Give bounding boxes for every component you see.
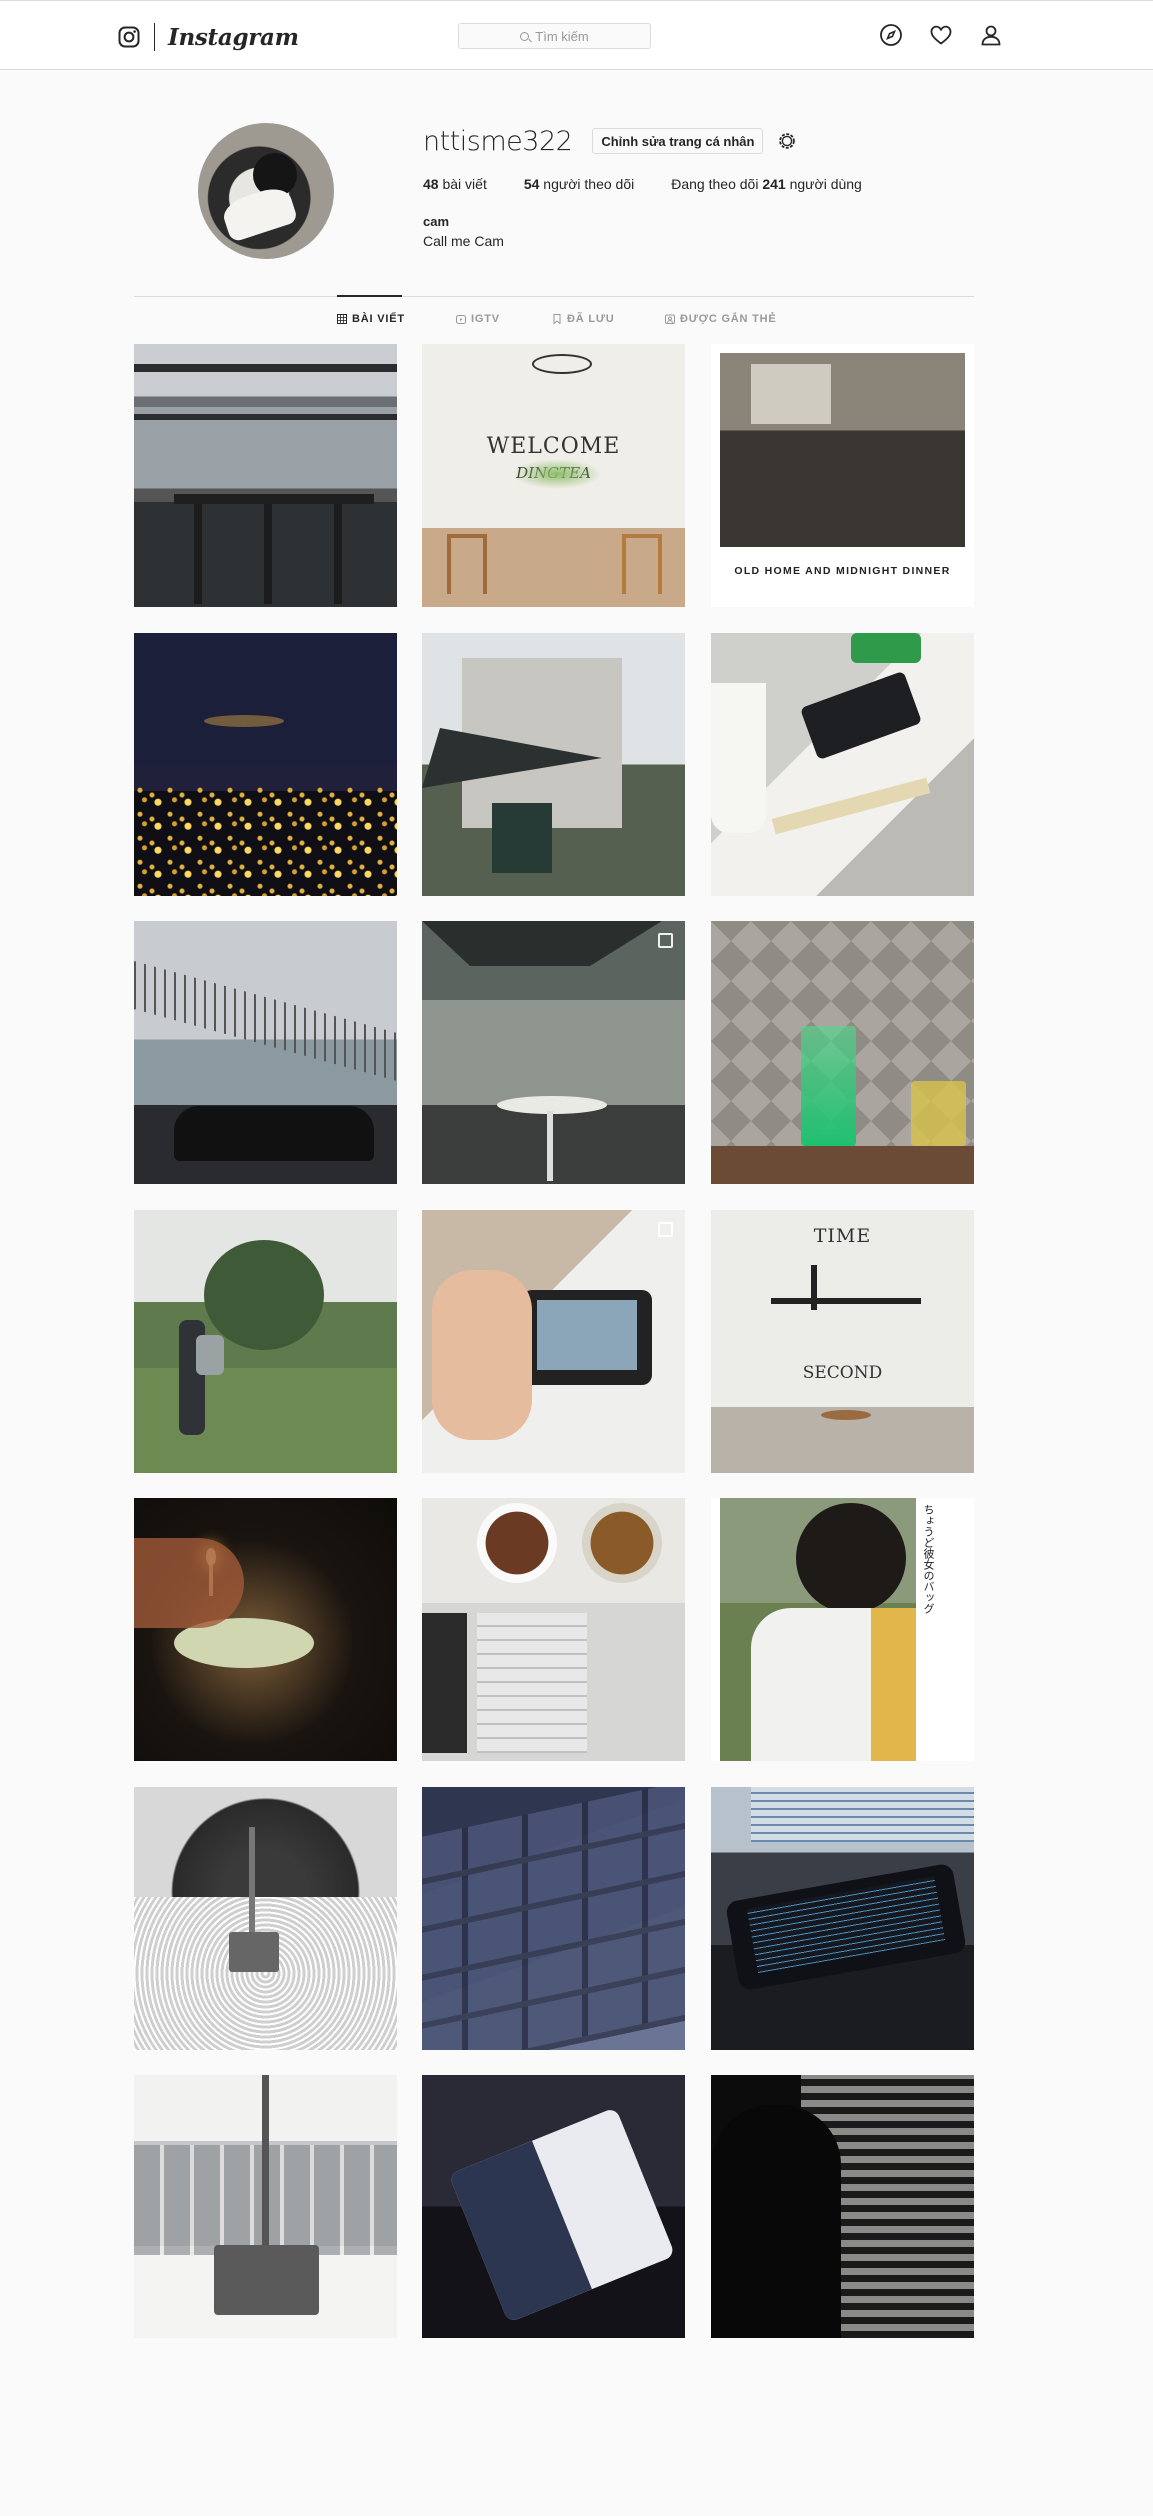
edit-profile-button[interactable]: Chỉnh sửa trang cá nhân: [592, 128, 764, 154]
post-tile-building-umbrellas[interactable]: [422, 633, 685, 896]
bookmark-icon: [553, 314, 561, 324]
time-wall-text: TIME: [813, 1225, 872, 1247]
settings-gear-icon[interactable]: [776, 130, 798, 152]
post-tile-old-home-midnight-dinner[interactable]: OLD HOME AND MIDNIGHT DINNER: [711, 344, 974, 607]
instagram-wordmark: Instagram: [168, 23, 299, 51]
post-tile-hammer-figure-snow[interactable]: [134, 1787, 397, 2050]
post-tile-time-spent-dingtea-wall[interactable]: TIME SECOND: [711, 1210, 974, 1473]
instagram-glyph-icon: [118, 26, 140, 48]
person-icon[interactable]: [979, 23, 1003, 47]
nav-icons: [879, 23, 1003, 47]
post-tile-cafe-terrace-people[interactable]: [422, 921, 685, 1184]
post-caption: OLD HOME AND MIDNIGHT DINNER: [734, 565, 951, 577]
profile-stats: 48 bài viết 54 người theo dõi Đang theo …: [423, 176, 899, 192]
post-tile-hammer-figure-keyboard[interactable]: [134, 2075, 397, 2338]
tab-saved[interactable]: ĐÃ LƯU: [552, 313, 615, 325]
active-tab-indicator: [337, 295, 402, 297]
post-tile-phone-photo-hands[interactable]: [422, 1210, 685, 1473]
post-tile-phone-on-desk-ruler[interactable]: [711, 633, 974, 896]
post-tile-man-walking-grass[interactable]: [134, 1210, 397, 1473]
welcome-wall-text: WELCOME: [486, 434, 621, 459]
post-tile-green-drink-glass[interactable]: [711, 921, 974, 1184]
posts-count: 48 bài viết: [423, 176, 487, 192]
post-tile-welcome-dingtea-wall[interactable]: WELCOME DINGTEA: [422, 344, 685, 607]
second-wall-text: SECOND: [802, 1363, 883, 1383]
post-tile-keyboard-closeup[interactable]: [422, 1787, 685, 2050]
bio-full-name: cam: [423, 214, 450, 229]
profile-avatar[interactable]: [198, 123, 334, 259]
followers-link[interactable]: 54 người theo dõi: [523, 176, 635, 192]
tab-tagged[interactable]: ĐƯỢC GẮN THẺ: [665, 313, 777, 325]
brand-logo[interactable]: Instagram: [118, 22, 299, 52]
tab-posts-label: BÀI VIẾT: [352, 313, 405, 325]
compass-icon[interactable]: [879, 23, 903, 47]
tabs-divider: [134, 296, 974, 297]
search-placeholder: Tìm kiếm: [535, 28, 589, 44]
tab-tagged-label: ĐƯỢC GẮN THẺ: [680, 313, 777, 325]
grid-icon: [337, 314, 347, 324]
following-link[interactable]: Đang theo dõi 241 người dùng: [671, 176, 862, 192]
vertical-japanese-text: ちょうど彼女のバッグ: [922, 1504, 935, 1614]
search-icon: [520, 31, 530, 41]
tab-saved-label: ĐÃ LƯU: [567, 313, 615, 325]
tab-igtv[interactable]: IGTV: [456, 313, 500, 325]
post-tile-birthday-candle-cake[interactable]: [134, 1498, 397, 1761]
top-navigation-bar: Instagram Tìm kiếm: [0, 0, 1153, 70]
post-tile-laptop-phone-code[interactable]: [711, 1787, 974, 2050]
tab-posts[interactable]: BÀI VIẾT: [337, 313, 405, 325]
post-tile-laptop-coffee-flatlay[interactable]: [422, 1498, 685, 1761]
brand-separator: [154, 23, 155, 51]
tab-igtv-label: IGTV: [471, 313, 500, 325]
profile-info: nttisme322 Chỉnh sửa trang cá nhân 48 bà…: [423, 125, 899, 250]
tag-icon: [665, 314, 675, 324]
post-tile-cafe-window-bar-stools[interactable]: [134, 344, 397, 607]
search-input[interactable]: Tìm kiếm: [458, 23, 651, 49]
post-tile-silhouette-blinds[interactable]: [711, 2075, 974, 2338]
post-tile-night-city-skyline[interactable]: [134, 633, 397, 896]
post-tile-pedestrian-bridge-car[interactable]: [134, 921, 397, 1184]
multi-post-icon: [658, 1222, 673, 1237]
profile-username: nttisme322: [423, 125, 573, 157]
heart-icon[interactable]: [929, 23, 953, 47]
multi-post-icon: [658, 933, 673, 948]
post-tile-girl-backpack-japanese[interactable]: ちょうど彼女のバッグ: [711, 1498, 974, 1761]
bio-text: Call me Cam: [423, 233, 504, 249]
profile-tabs: BÀI VIẾT IGTV ĐÃ LƯU ĐƯỢC GẮN THẺ: [0, 313, 1153, 327]
post-tile-phone-dark-screen[interactable]: [422, 2075, 685, 2338]
igtv-icon: [456, 315, 466, 324]
